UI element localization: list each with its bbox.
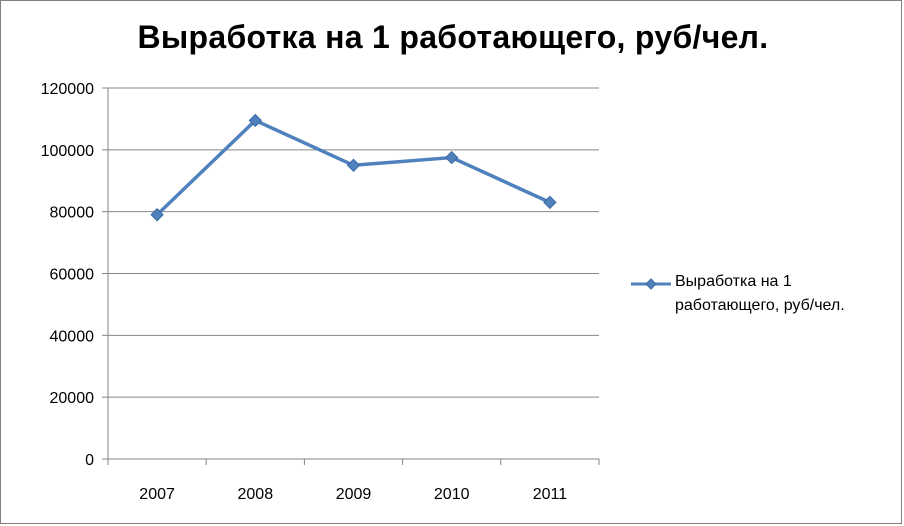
x-tick-label: 2011	[533, 486, 568, 503]
y-tick-label: 40000	[50, 328, 95, 345]
x-tick-label: 2010	[434, 486, 470, 503]
y-tick-label: 80000	[50, 205, 95, 222]
data-point-marker	[346, 158, 361, 172]
x-tick-label: 2007	[139, 486, 175, 503]
legend-series-marker	[631, 278, 671, 290]
y-tick-label: 20000	[50, 390, 95, 407]
y-tick-label: 0	[85, 452, 94, 469]
data-point-marker	[444, 150, 459, 165]
data-point-marker	[543, 195, 557, 210]
y-tick-label: 100000	[41, 143, 94, 160]
legend: Выработка на 1 работающего, руб/чел.	[629, 269, 899, 318]
x-tick-label: 2009	[336, 486, 372, 503]
chart-title: Выработка на 1 работающего, руб/чел.	[137, 19, 769, 55]
y-tick-label: 60000	[50, 267, 95, 284]
y-tick-label: 120000	[41, 81, 94, 98]
data-point-marker	[248, 113, 263, 128]
data-point-marker	[150, 208, 164, 222]
legend-label-line1: Выработка на 1	[675, 273, 792, 290]
x-tick-label: 2008	[238, 486, 274, 503]
legend-label-line2: работающего, руб/чел.	[675, 297, 845, 314]
legend-series-label: Выработка на 1 работающего, руб/чел.	[675, 270, 845, 318]
